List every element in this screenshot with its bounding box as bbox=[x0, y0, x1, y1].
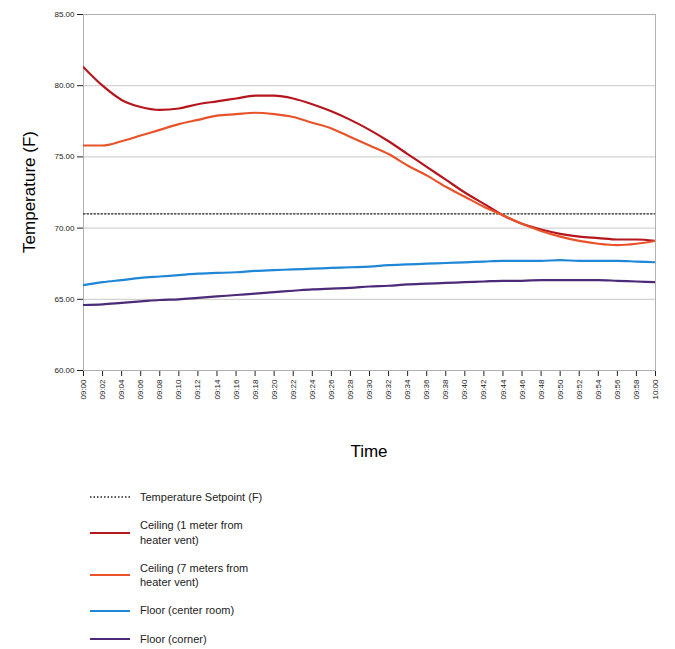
html-text:Time: Time bbox=[350, 442, 388, 461]
svg-text:60.00: 60.00 bbox=[54, 366, 75, 375]
svg-text:65.00: 65.00 bbox=[54, 295, 75, 304]
svg-text:09:10: 09:10 bbox=[174, 379, 183, 400]
html-text:Floor (corner): Floor (corner) bbox=[140, 632, 207, 645]
svg-text:09:34: 09:34 bbox=[403, 379, 412, 400]
svg-text:09:40: 09:40 bbox=[460, 379, 469, 400]
svg-text:09:20: 09:20 bbox=[270, 379, 279, 400]
svg-text:09:18: 09:18 bbox=[251, 379, 260, 400]
svg-text:09:28: 09:28 bbox=[346, 379, 355, 400]
svg-text:09:14: 09:14 bbox=[213, 379, 222, 400]
html-text:Floor (center room): Floor (center room) bbox=[140, 604, 235, 617]
svg-text:09:24: 09:24 bbox=[308, 379, 317, 400]
svg-text:09:04: 09:04 bbox=[117, 379, 126, 400]
svg-text:09:36: 09:36 bbox=[422, 379, 431, 400]
svg-text:09:38: 09:38 bbox=[441, 379, 450, 400]
svg-text:09:02: 09:02 bbox=[98, 379, 107, 400]
svg-text:09:50: 09:50 bbox=[556, 379, 565, 400]
svg-text:09:48: 09:48 bbox=[537, 379, 546, 400]
svg-text:09:08: 09:08 bbox=[155, 379, 164, 400]
svg-text:09:16: 09:16 bbox=[232, 379, 241, 400]
svg-text:09:58: 09:58 bbox=[632, 379, 641, 400]
svg-text:09:56: 09:56 bbox=[613, 379, 622, 400]
svg-text:70.00: 70.00 bbox=[54, 224, 75, 233]
svg-text:09:06: 09:06 bbox=[136, 379, 145, 400]
svg-text:09:22: 09:22 bbox=[289, 379, 298, 400]
svg-text:09:52: 09:52 bbox=[575, 379, 584, 400]
svg-text:09:42: 09:42 bbox=[479, 379, 488, 400]
html-text:Temperature Setpoint (F): Temperature Setpoint (F) bbox=[140, 491, 263, 503]
svg-text:09:32: 09:32 bbox=[384, 379, 393, 400]
html-text:Ceiling (1 meter from heater v: Ceiling (1 meter from heater vent) bbox=[140, 519, 243, 546]
svg-text:09:26: 09:26 bbox=[327, 379, 336, 400]
html-text:Temperature (F): Temperature (F) bbox=[20, 131, 39, 253]
svg-text:09:30: 09:30 bbox=[365, 379, 374, 400]
svg-text:09:54: 09:54 bbox=[594, 379, 603, 400]
svg-text:10:00: 10:00 bbox=[651, 379, 660, 400]
svg-text:75.00: 75.00 bbox=[54, 152, 75, 161]
svg-text:09:12: 09:12 bbox=[193, 379, 202, 400]
svg-text:09:00: 09:00 bbox=[79, 379, 88, 400]
html-text:Ceiling (7 meters from heater: Ceiling (7 meters from heater vent) bbox=[140, 561, 249, 589]
svg-text:09:46: 09:46 bbox=[518, 379, 527, 400]
svg-text:80.00: 80.00 bbox=[54, 81, 75, 90]
svg-text:09:44: 09:44 bbox=[499, 379, 508, 400]
svg-text:85.00: 85.00 bbox=[54, 10, 75, 19]
